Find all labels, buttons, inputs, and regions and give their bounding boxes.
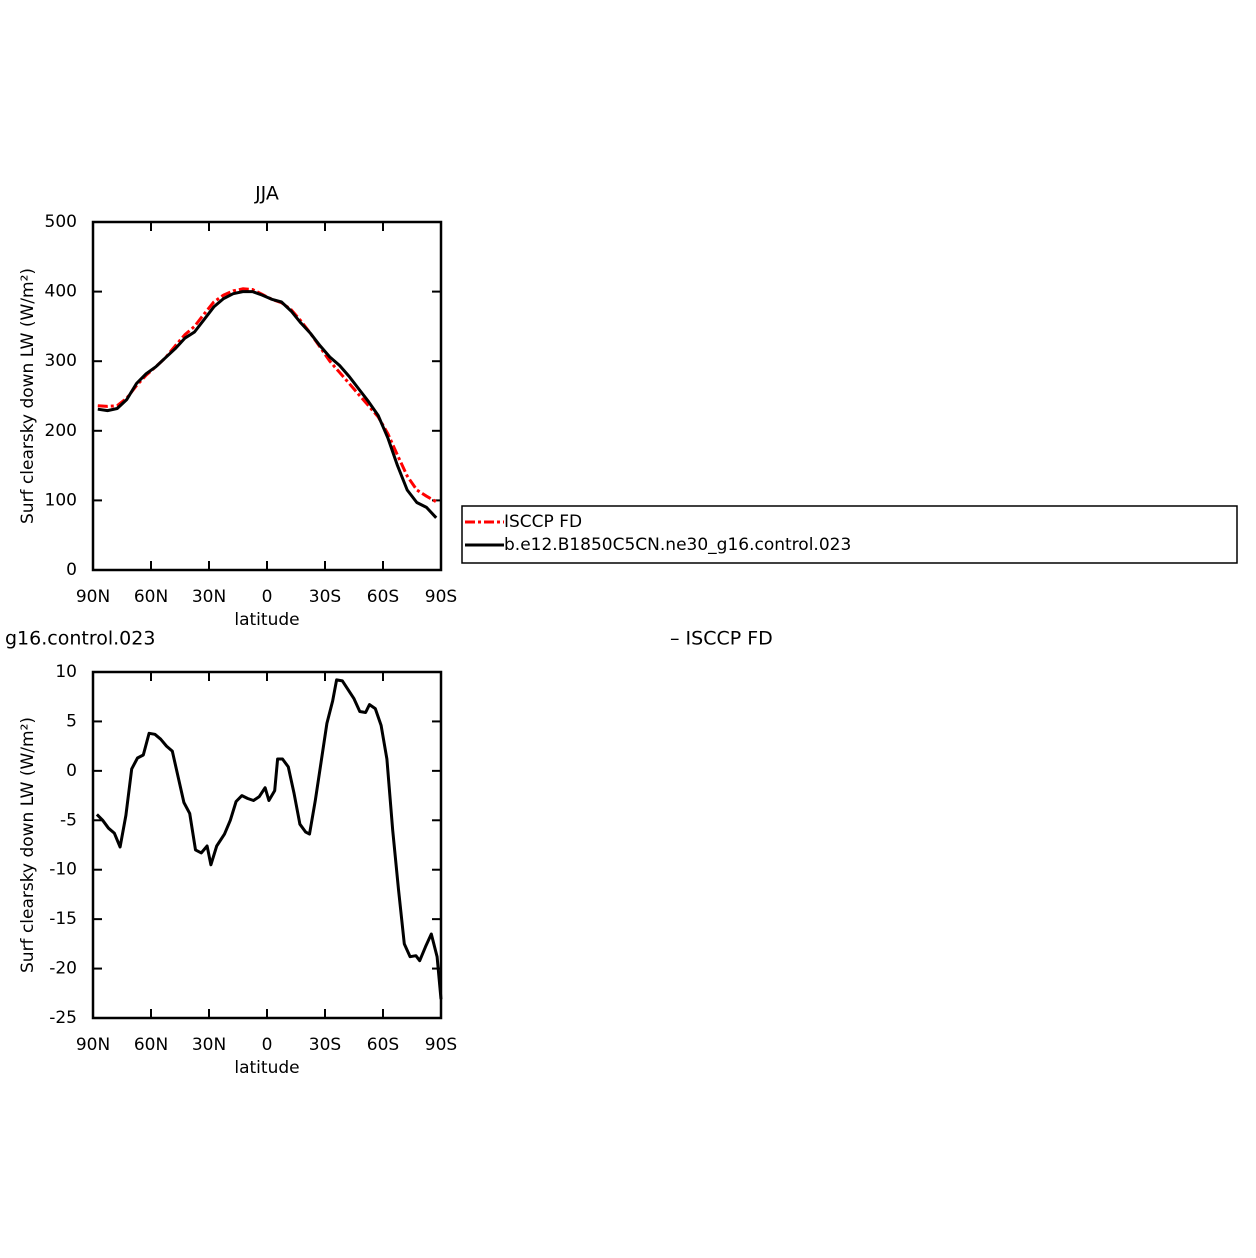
data-line bbox=[97, 287, 437, 504]
y-tick-label: 0 bbox=[66, 560, 77, 580]
y-axis-label: Surf clearsky down LW (W/m²) bbox=[18, 717, 38, 973]
plot-frame bbox=[91, 670, 443, 1020]
y-tick-label: 200 bbox=[45, 421, 77, 441]
left-title: g16.control.023 bbox=[5, 628, 155, 650]
x-axis-label: latitude bbox=[234, 1058, 299, 1078]
data-line bbox=[95, 678, 443, 1000]
right-title: – ISCCP FD bbox=[670, 628, 773, 650]
y-tick-label: 500 bbox=[45, 212, 77, 232]
legend-label: ISCCP FD bbox=[504, 512, 582, 532]
legend-box bbox=[461, 505, 1238, 564]
y-tick-label: 0 bbox=[66, 761, 77, 781]
data-line bbox=[97, 290, 438, 519]
x-tick-label: 90S bbox=[425, 1035, 457, 1055]
chart-title: JJA bbox=[254, 183, 279, 205]
y-tick-label: 300 bbox=[45, 351, 77, 371]
x-tick-label: 0 bbox=[262, 587, 273, 607]
y-axis-label: Surf clearsky down LW (W/m²) bbox=[18, 268, 38, 524]
y-tick-label: -15 bbox=[49, 909, 77, 929]
x-axis-label: latitude bbox=[234, 610, 299, 630]
legend-label: b.e12.B1850C5CN.ne30_g16.control.023 bbox=[504, 535, 851, 555]
x-tick-label: 60N bbox=[134, 587, 168, 607]
x-tick-label: 60N bbox=[134, 1035, 168, 1055]
x-tick-label: 30N bbox=[192, 587, 226, 607]
x-tick-label: 60S bbox=[367, 1035, 399, 1055]
plot-frame bbox=[91, 220, 443, 572]
x-tick-label: 90N bbox=[76, 587, 110, 607]
y-tick-label: 10 bbox=[55, 662, 77, 682]
y-tick-label: -20 bbox=[49, 959, 77, 979]
y-tick-label: 100 bbox=[45, 490, 77, 510]
x-tick-label: 30N bbox=[192, 1035, 226, 1055]
x-tick-label: 60S bbox=[367, 587, 399, 607]
x-tick-label: 0 bbox=[262, 1035, 273, 1055]
y-tick-label: -25 bbox=[49, 1008, 77, 1028]
x-tick-label: 30S bbox=[309, 1035, 341, 1055]
x-tick-label: 30S bbox=[309, 587, 341, 607]
x-tick-label: 90N bbox=[76, 1035, 110, 1055]
y-tick-label: -5 bbox=[60, 810, 77, 830]
x-tick-label: 90S bbox=[425, 587, 457, 607]
y-tick-label: -10 bbox=[49, 860, 77, 880]
y-tick-label: 400 bbox=[45, 282, 77, 302]
y-tick-label: 5 bbox=[66, 711, 77, 731]
